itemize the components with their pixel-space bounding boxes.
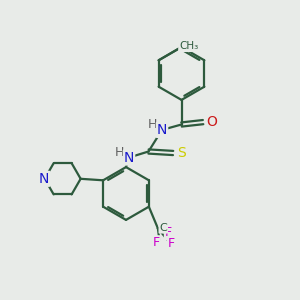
- Text: N: N: [39, 172, 49, 186]
- Text: N: N: [124, 151, 134, 164]
- Text: F: F: [153, 236, 160, 249]
- Text: S: S: [177, 146, 186, 160]
- Text: C: C: [159, 223, 167, 233]
- Text: N: N: [157, 123, 167, 137]
- Text: O: O: [206, 115, 217, 129]
- Text: CH₃: CH₃: [179, 41, 198, 51]
- Text: H: H: [115, 146, 124, 159]
- Text: F: F: [165, 226, 172, 239]
- Text: F: F: [168, 237, 175, 250]
- Text: H: H: [147, 118, 157, 131]
